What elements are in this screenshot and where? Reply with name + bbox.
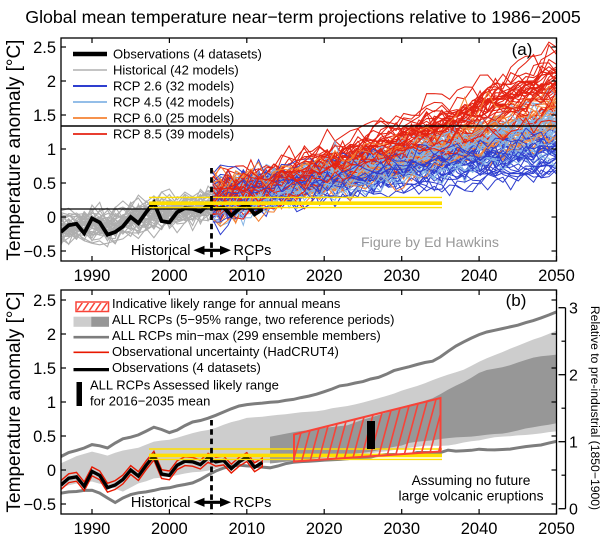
svg-text:Temperature anomaly [°C]: Temperature anomaly [°C]: [4, 40, 25, 261]
svg-text:RCP 6.0 (25 models): RCP 6.0 (25 models): [113, 111, 234, 126]
svg-text:RCP 2.6 (32 models): RCP 2.6 (32 models): [113, 79, 234, 94]
svg-text:Indicative likely range for an: Indicative likely range for annual means: [112, 296, 341, 311]
svg-text:2050: 2050: [538, 520, 575, 537]
svg-text:1990: 1990: [74, 267, 111, 285]
svg-text:ALL RCPs (5−95% range, two ref: ALL RCPs (5−95% range, two reference per…: [112, 312, 394, 327]
svg-text:Global mean temperature near−t: Global mean temperature near−term projec…: [25, 7, 581, 27]
svg-text:3: 3: [569, 301, 578, 318]
svg-text:ALL RCPs Assessed likely range: ALL RCPs Assessed likely range: [90, 378, 279, 393]
svg-text:1: 1: [47, 394, 56, 412]
svg-text:2050: 2050: [538, 267, 575, 285]
svg-text:2010: 2010: [228, 520, 265, 537]
svg-text:Historical: Historical: [131, 243, 191, 259]
svg-text:Figure by Ed Hawkins: Figure by Ed Hawkins: [361, 235, 499, 251]
svg-text:RCP 4.5 (42 models): RCP 4.5 (42 models): [113, 95, 234, 110]
svg-text:Observational uncertainty (Had: Observational uncertainty (HadCRUT4): [112, 344, 339, 359]
svg-text:(b): (b): [506, 291, 527, 310]
svg-text:Temperature anomaly [°C]: Temperature anomaly [°C]: [4, 292, 25, 513]
svg-text:2.5: 2.5: [33, 39, 56, 57]
svg-text:1.5: 1.5: [33, 107, 56, 125]
svg-text:2030: 2030: [383, 267, 420, 285]
svg-text:RCP 8.5 (39 models): RCP 8.5 (39 models): [113, 127, 234, 142]
svg-text:2: 2: [47, 73, 56, 91]
svg-text:Observations (4 datasets): Observations (4 datasets): [112, 360, 261, 375]
svg-text:1: 1: [47, 141, 56, 159]
svg-text:1: 1: [569, 435, 578, 452]
svg-text:2020: 2020: [306, 520, 343, 537]
svg-text:0.5: 0.5: [33, 175, 56, 193]
svg-text:0: 0: [569, 502, 578, 519]
svg-text:Relative to pre-industrial (18: Relative to pre-industrial (1850−1900): [588, 306, 600, 510]
svg-text:2020: 2020: [306, 267, 343, 285]
svg-text:Assuming no future: Assuming no future: [412, 473, 531, 488]
svg-text:2: 2: [569, 368, 578, 385]
svg-text:Historical (42 models): Historical (42 models): [113, 63, 239, 78]
svg-text:2000: 2000: [151, 267, 188, 285]
svg-text:0: 0: [47, 209, 56, 227]
svg-text:for 2016−2035 mean: for 2016−2035 mean: [90, 394, 210, 409]
svg-text:Historical: Historical: [131, 495, 191, 511]
svg-text:2040: 2040: [461, 267, 498, 285]
svg-text:−0.5: −0.5: [23, 496, 56, 514]
svg-text:−0.5: −0.5: [23, 243, 56, 261]
svg-text:2.5: 2.5: [33, 292, 56, 310]
svg-text:0.5: 0.5: [33, 428, 56, 446]
svg-text:1990: 1990: [74, 520, 111, 537]
svg-text:2000: 2000: [151, 520, 188, 537]
svg-text:2: 2: [47, 326, 56, 344]
svg-text:Observations (4 datasets): Observations (4 datasets): [113, 47, 262, 62]
svg-text:ALL RCPs min−max (299 ensemble: ALL RCPs min−max (299 ensemble members): [112, 328, 381, 343]
svg-text:1.5: 1.5: [33, 360, 56, 378]
svg-text:(a): (a): [512, 40, 533, 59]
svg-text:2040: 2040: [461, 520, 498, 537]
svg-text:RCPs: RCPs: [234, 243, 272, 259]
svg-text:0: 0: [47, 462, 56, 480]
svg-text:RCPs: RCPs: [234, 495, 272, 511]
svg-text:2010: 2010: [228, 267, 265, 285]
svg-text:2030: 2030: [383, 520, 420, 537]
svg-text:large volcanic eruptions: large volcanic eruptions: [399, 489, 544, 504]
